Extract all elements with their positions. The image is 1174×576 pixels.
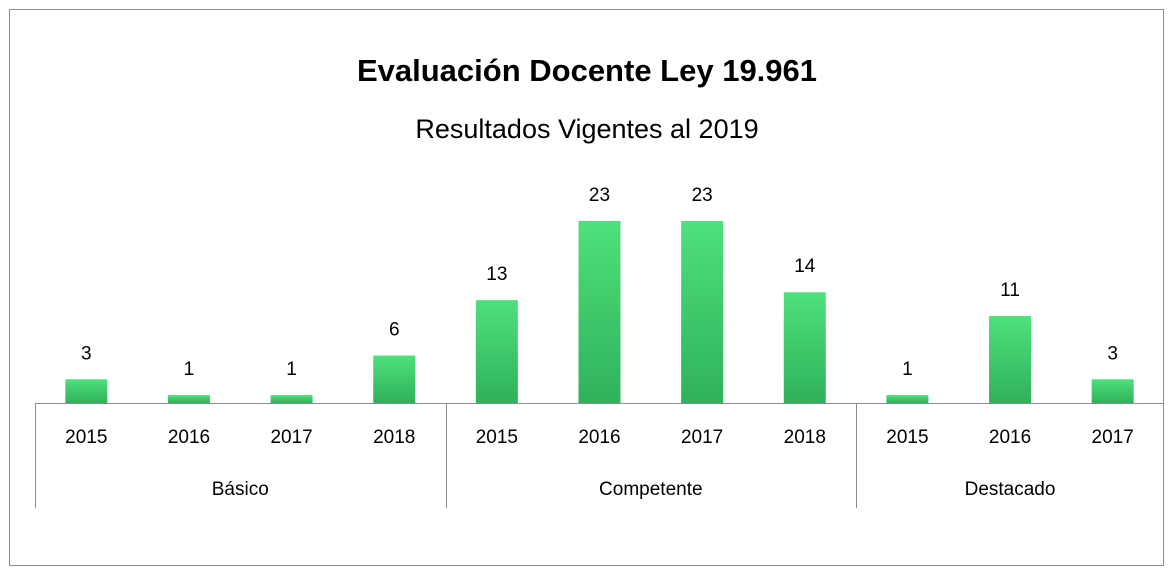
- bar: [167, 395, 210, 403]
- x-tick-label: 2016: [989, 427, 1031, 448]
- bar: [783, 292, 826, 403]
- data-label: 13: [486, 264, 507, 285]
- x-tick-label: 2016: [168, 427, 210, 448]
- data-label: 1: [286, 359, 297, 380]
- data-label: 3: [81, 343, 92, 364]
- bar: [65, 379, 108, 403]
- bar: [989, 315, 1032, 403]
- bar: [681, 221, 724, 403]
- bar: [270, 395, 313, 403]
- data-label: 3: [1107, 343, 1118, 364]
- bar: [373, 355, 416, 403]
- chart-subtitle: Resultados Vigentes al 2019: [415, 114, 758, 144]
- x-tick-label: 2017: [681, 427, 723, 448]
- x-tick-label: 2017: [1092, 427, 1134, 448]
- bar: [578, 221, 621, 403]
- chart-title: Evaluación Docente Ley 19.961: [357, 53, 817, 88]
- data-label: 1: [184, 359, 195, 380]
- x-tick-label: 2015: [886, 427, 928, 448]
- data-label: 1: [902, 359, 913, 380]
- data-label: 11: [1000, 280, 1020, 301]
- group-label: Competente: [599, 479, 703, 500]
- data-label: 23: [589, 185, 610, 206]
- x-tick-label: 2015: [476, 427, 518, 448]
- bar: [475, 300, 518, 403]
- bar: [886, 395, 929, 403]
- data-label: 23: [692, 185, 713, 206]
- data-label: 6: [389, 320, 400, 341]
- x-tick-label: 2015: [65, 427, 107, 448]
- group-label: Básico: [212, 479, 269, 500]
- x-tick-label: 2016: [578, 427, 620, 448]
- bar: [1091, 379, 1134, 403]
- x-tick-label: 2018: [373, 427, 415, 448]
- x-tick-label: 2017: [270, 427, 312, 448]
- x-tick-label: 2018: [784, 427, 826, 448]
- group-label: Destacado: [965, 479, 1056, 500]
- data-label: 14: [794, 256, 816, 277]
